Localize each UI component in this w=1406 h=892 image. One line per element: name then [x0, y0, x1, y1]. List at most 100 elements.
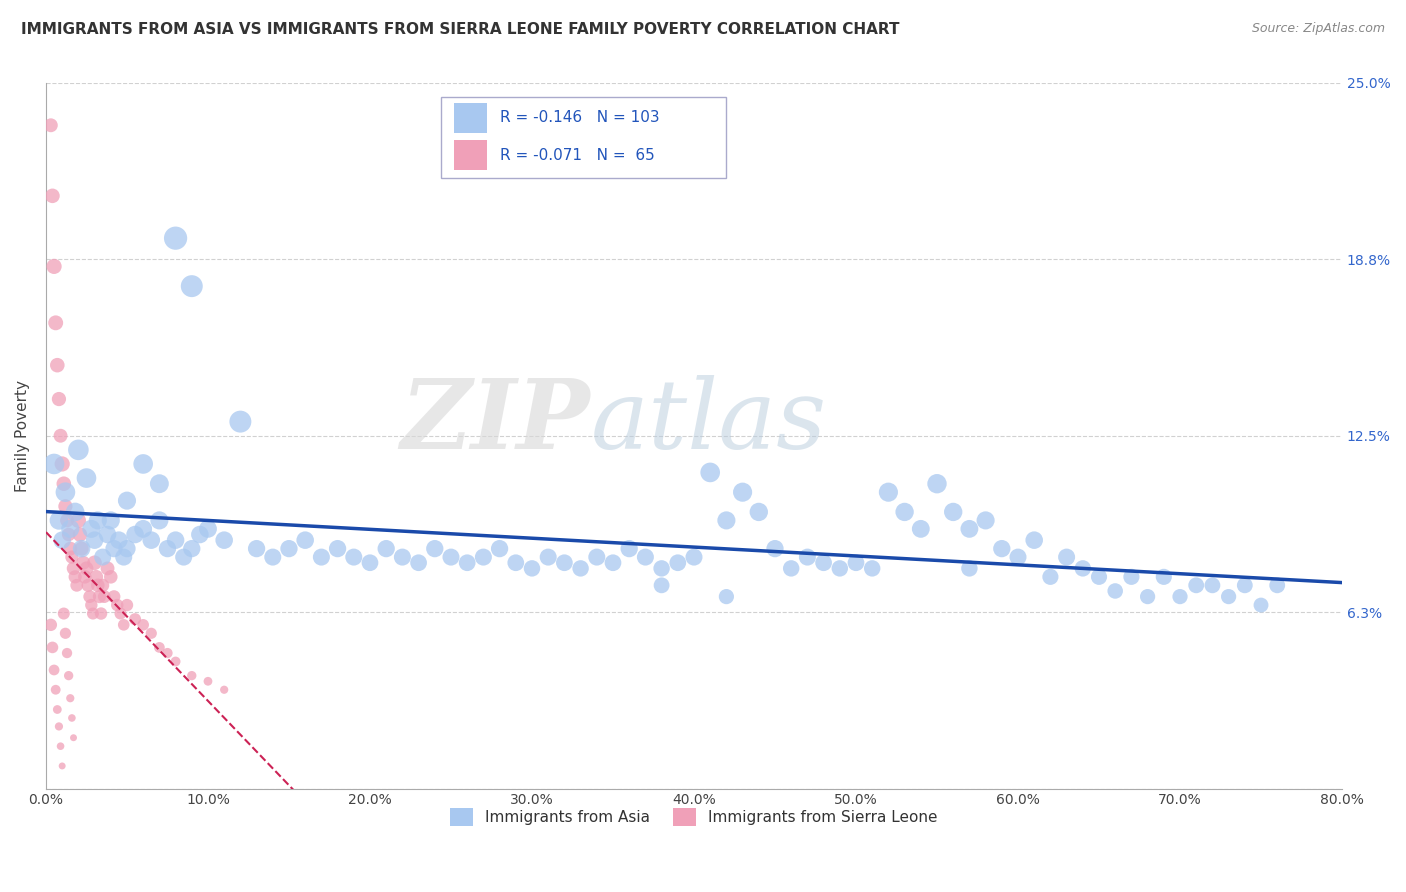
Point: [108, 533, 131, 548]
Point: [683, 550, 706, 565]
Point: [651, 578, 673, 592]
Point: [132, 522, 155, 536]
Point: [124, 612, 146, 626]
Point: [262, 550, 284, 565]
Point: [1056, 550, 1078, 565]
Point: [148, 476, 170, 491]
Point: [51, 457, 73, 471]
Point: [1185, 578, 1208, 592]
Point: [67, 513, 90, 527]
Point: [796, 550, 818, 565]
Point: [73, 570, 96, 584]
Point: [156, 646, 179, 660]
Point: [56, 513, 79, 527]
Point: [115, 598, 138, 612]
Point: [69, 527, 91, 541]
Point: [100, 513, 122, 527]
Point: [89, 590, 111, 604]
Point: [51, 759, 73, 773]
Point: [537, 550, 560, 565]
Point: [141, 626, 163, 640]
Point: [731, 485, 754, 500]
Point: [96, 527, 118, 541]
Point: [52, 607, 75, 621]
Point: [112, 617, 135, 632]
Point: [188, 527, 211, 541]
Point: [51, 533, 73, 548]
Point: [391, 550, 413, 565]
Point: [82, 607, 104, 621]
Point: [813, 556, 835, 570]
Point: [70, 541, 93, 556]
Point: [156, 541, 179, 556]
Point: [76, 561, 98, 575]
Point: [1250, 598, 1272, 612]
Text: IMMIGRANTS FROM ASIA VS IMMIGRANTS FROM SIERRA LEONE FAMILY POVERTY CORRELATION : IMMIGRANTS FROM ASIA VS IMMIGRANTS FROM …: [21, 22, 900, 37]
Point: [1218, 590, 1240, 604]
Point: [893, 505, 915, 519]
Point: [60, 550, 83, 565]
Point: [1136, 590, 1159, 604]
Point: [41, 189, 63, 203]
Point: [87, 578, 110, 592]
Point: [165, 655, 187, 669]
Point: [925, 476, 948, 491]
Point: [180, 541, 202, 556]
Point: [456, 556, 478, 570]
Point: [59, 541, 82, 556]
Point: [173, 550, 195, 565]
Point: [165, 231, 187, 245]
Point: [375, 541, 398, 556]
Point: [1088, 570, 1111, 584]
Point: [197, 674, 219, 689]
Point: [52, 476, 75, 491]
Point: [141, 533, 163, 548]
Point: [49, 739, 72, 754]
Point: [59, 691, 82, 706]
Point: [48, 513, 70, 527]
Point: [326, 541, 349, 556]
Point: [103, 541, 125, 556]
Point: [77, 578, 100, 592]
Point: [87, 513, 110, 527]
Point: [229, 415, 252, 429]
Point: [48, 719, 70, 733]
Point: [58, 668, 80, 682]
Point: [46, 702, 69, 716]
Bar: [454, 140, 486, 170]
Point: [49, 428, 72, 442]
Point: [115, 493, 138, 508]
Point: [278, 541, 301, 556]
Point: [1201, 578, 1223, 592]
Point: [991, 541, 1014, 556]
Point: [488, 541, 510, 556]
Bar: [454, 103, 486, 133]
Point: [93, 590, 115, 604]
Point: [780, 561, 803, 575]
Point: [42, 260, 65, 274]
Point: [1168, 590, 1191, 604]
Point: [602, 556, 624, 570]
Point: [55, 500, 77, 514]
Point: [45, 682, 67, 697]
Point: [845, 556, 868, 570]
Point: [148, 640, 170, 655]
Point: [910, 522, 932, 536]
Point: [359, 556, 381, 570]
FancyBboxPatch shape: [441, 97, 727, 178]
Point: [569, 561, 592, 575]
Text: Source: ZipAtlas.com: Source: ZipAtlas.com: [1251, 22, 1385, 36]
Point: [39, 617, 62, 632]
Text: atlas: atlas: [591, 375, 827, 468]
Point: [957, 522, 980, 536]
Point: [60, 711, 83, 725]
Point: [80, 598, 103, 612]
Point: [666, 556, 689, 570]
Point: [294, 533, 316, 548]
Point: [72, 556, 94, 570]
Point: [63, 505, 86, 519]
Point: [974, 513, 997, 527]
Point: [165, 533, 187, 548]
Point: [91, 550, 114, 565]
Point: [716, 513, 738, 527]
